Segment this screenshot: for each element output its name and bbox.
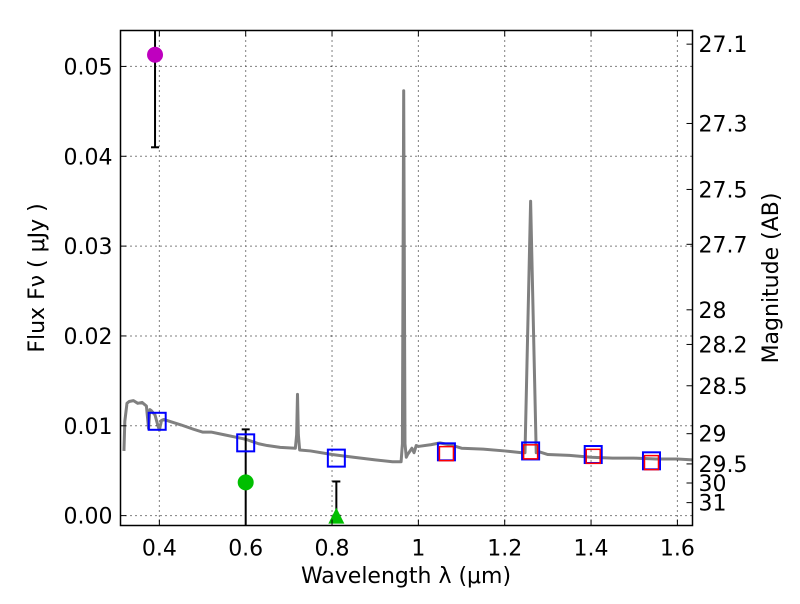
model-photometry-marker xyxy=(147,411,167,431)
y2-tick-label: 27.5 xyxy=(699,178,748,203)
observed-photometry-marker xyxy=(643,454,660,471)
y2-tick-label: 29 xyxy=(699,423,727,448)
y-axis-label: Flux Fν ( μJy ) xyxy=(25,203,50,352)
y2-tick-label: 30 xyxy=(699,472,727,497)
y2-tick-label: 31 xyxy=(699,492,727,517)
y-tick-label: 0.05 xyxy=(64,55,113,80)
data-point xyxy=(147,46,164,63)
y-tick-label: 0.01 xyxy=(64,415,113,440)
plot-frame xyxy=(119,29,694,527)
spectrum-line xyxy=(122,89,693,464)
observed-photometry-marker xyxy=(522,444,539,460)
x-tick-label: 1.2 xyxy=(487,537,522,562)
x-axis-label: Wavelength λ (μm) xyxy=(301,564,511,589)
model-photometry-marker xyxy=(326,448,346,468)
series-layer xyxy=(122,30,693,526)
data-point xyxy=(237,474,254,491)
y2-tick-label: 28.2 xyxy=(699,333,748,358)
observed-photometry-marker xyxy=(438,445,455,462)
ticks: 0.4 0.6 0.8 1 1.2 1.4 1.6 0.00 0.01 0.02 0.03 0.04 0… xyxy=(64,30,748,562)
x-tick-label: 1.6 xyxy=(660,537,695,562)
y2-tick-label: 27.3 xyxy=(699,112,748,137)
y2-axis-label: Magnitude (AB) xyxy=(759,193,784,364)
y-tick-label: 0.04 xyxy=(64,145,113,170)
y2-tick-label: 27.7 xyxy=(699,233,748,258)
y2-tick-label: 28.5 xyxy=(699,375,748,400)
grid xyxy=(120,30,693,526)
y2-tick-label: 27.1 xyxy=(699,33,748,58)
x-tick-label: 1.4 xyxy=(574,537,609,562)
x-tick-label: 0.4 xyxy=(142,537,177,562)
y-tick-label: 0.00 xyxy=(64,505,113,530)
y2-tick-label: 29.5 xyxy=(699,453,748,478)
plot-content xyxy=(122,30,693,526)
model-photometry-marker xyxy=(236,433,256,453)
x-tick-label: 1 xyxy=(411,537,425,562)
x-tick-label: 0.6 xyxy=(228,537,263,562)
y-tick-label: 0.02 xyxy=(64,325,113,350)
y-tick-label: 0.03 xyxy=(64,235,113,260)
y2-tick-label: 28 xyxy=(699,299,727,324)
x-tick-label: 0.8 xyxy=(315,537,350,562)
observed-photometry-marker xyxy=(585,448,601,465)
